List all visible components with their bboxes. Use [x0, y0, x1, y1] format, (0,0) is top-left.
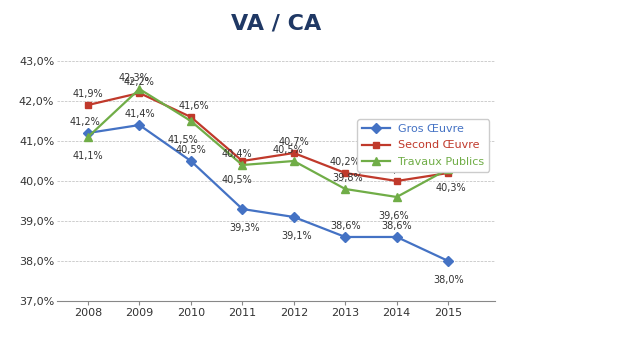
Text: 40,5%: 40,5%	[221, 175, 252, 185]
Text: 38,6%: 38,6%	[382, 221, 412, 232]
Title: VA / CA: VA / CA	[231, 14, 321, 34]
Text: 41,1%: 41,1%	[73, 151, 103, 161]
Text: 38,6%: 38,6%	[330, 221, 361, 232]
Text: 42,2%: 42,2%	[124, 78, 155, 88]
Text: 40,2%: 40,2%	[433, 157, 463, 168]
Legend: Gros Œuvre, Second Œuvre, Travaux Publics: Gros Œuvre, Second Œuvre, Travaux Public…	[358, 119, 489, 172]
Text: 42,3%: 42,3%	[119, 74, 149, 83]
Text: 38,0%: 38,0%	[433, 275, 463, 285]
Text: 39,3%: 39,3%	[230, 223, 261, 233]
Text: 39,1%: 39,1%	[281, 231, 312, 241]
Text: 41,5%: 41,5%	[167, 135, 198, 145]
Text: 40,4%: 40,4%	[221, 149, 252, 159]
Text: 40,7%: 40,7%	[278, 137, 309, 147]
Text: 41,6%: 41,6%	[178, 102, 209, 111]
Text: 39,6%: 39,6%	[378, 211, 410, 221]
Text: 40,5%: 40,5%	[273, 145, 304, 156]
Text: 40,3%: 40,3%	[436, 183, 466, 193]
Text: 39,8%: 39,8%	[333, 173, 363, 183]
Text: 41,9%: 41,9%	[73, 90, 103, 100]
Text: 40,0%: 40,0%	[382, 166, 412, 175]
Text: 41,4%: 41,4%	[124, 109, 155, 119]
Text: 40,2%: 40,2%	[330, 157, 361, 168]
Text: 41,2%: 41,2%	[70, 117, 101, 128]
Text: 40,5%: 40,5%	[176, 145, 206, 156]
